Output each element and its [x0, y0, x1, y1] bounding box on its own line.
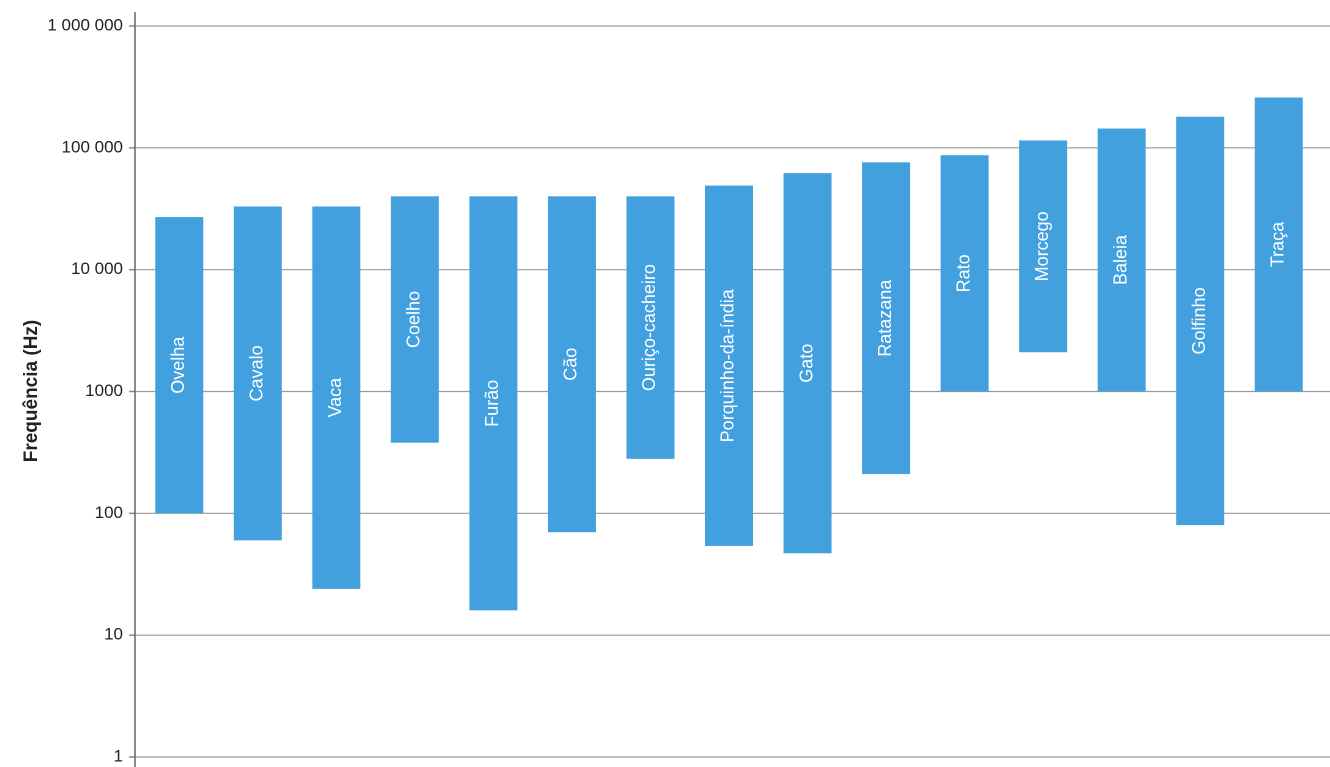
bar-label: Coelho [404, 291, 424, 348]
bar [940, 155, 989, 392]
bar-label: Golfinho [1189, 287, 1209, 354]
y-tick-label: 100 000 [62, 137, 123, 156]
bar [469, 196, 518, 611]
bar [862, 162, 911, 475]
bar-label: Gato [796, 344, 816, 383]
bar [233, 206, 282, 541]
bar-label: Cavalo [247, 345, 267, 401]
bar-label: Traça [1267, 221, 1287, 267]
bar [155, 217, 204, 514]
bar-label: Ratazana [875, 279, 895, 357]
y-tick-label: 1000 [85, 381, 123, 400]
bar [547, 196, 596, 533]
bar [1176, 116, 1225, 526]
y-tick-label: 10 000 [71, 259, 123, 278]
y-axis-label: Frequência (Hz) [21, 320, 42, 463]
bar [1254, 97, 1303, 392]
bar-label: Ovelha [168, 336, 188, 394]
y-tick-label: 1 000 000 [47, 15, 123, 34]
bar [1019, 140, 1068, 353]
bar-label: Furão [482, 380, 502, 427]
bar [783, 173, 832, 554]
bar-label: Cão [561, 348, 581, 381]
bar-label: Baleia [1110, 234, 1130, 285]
bar-label: Morcego [1032, 211, 1052, 281]
bar-label: Vaca [325, 377, 345, 418]
y-tick-label: 100 [95, 503, 123, 522]
bar-label: Ouriço-cacheiro [639, 264, 659, 391]
y-tick-label: 10 [104, 625, 123, 644]
bar [390, 196, 439, 443]
bar [705, 185, 753, 546]
bar [312, 206, 361, 589]
y-tick-label: 1 [114, 746, 123, 765]
bar-label: Rato [953, 254, 973, 292]
bar [626, 196, 675, 459]
bar [1097, 128, 1146, 392]
bar-label: Porquinho-da-índia [718, 288, 738, 442]
